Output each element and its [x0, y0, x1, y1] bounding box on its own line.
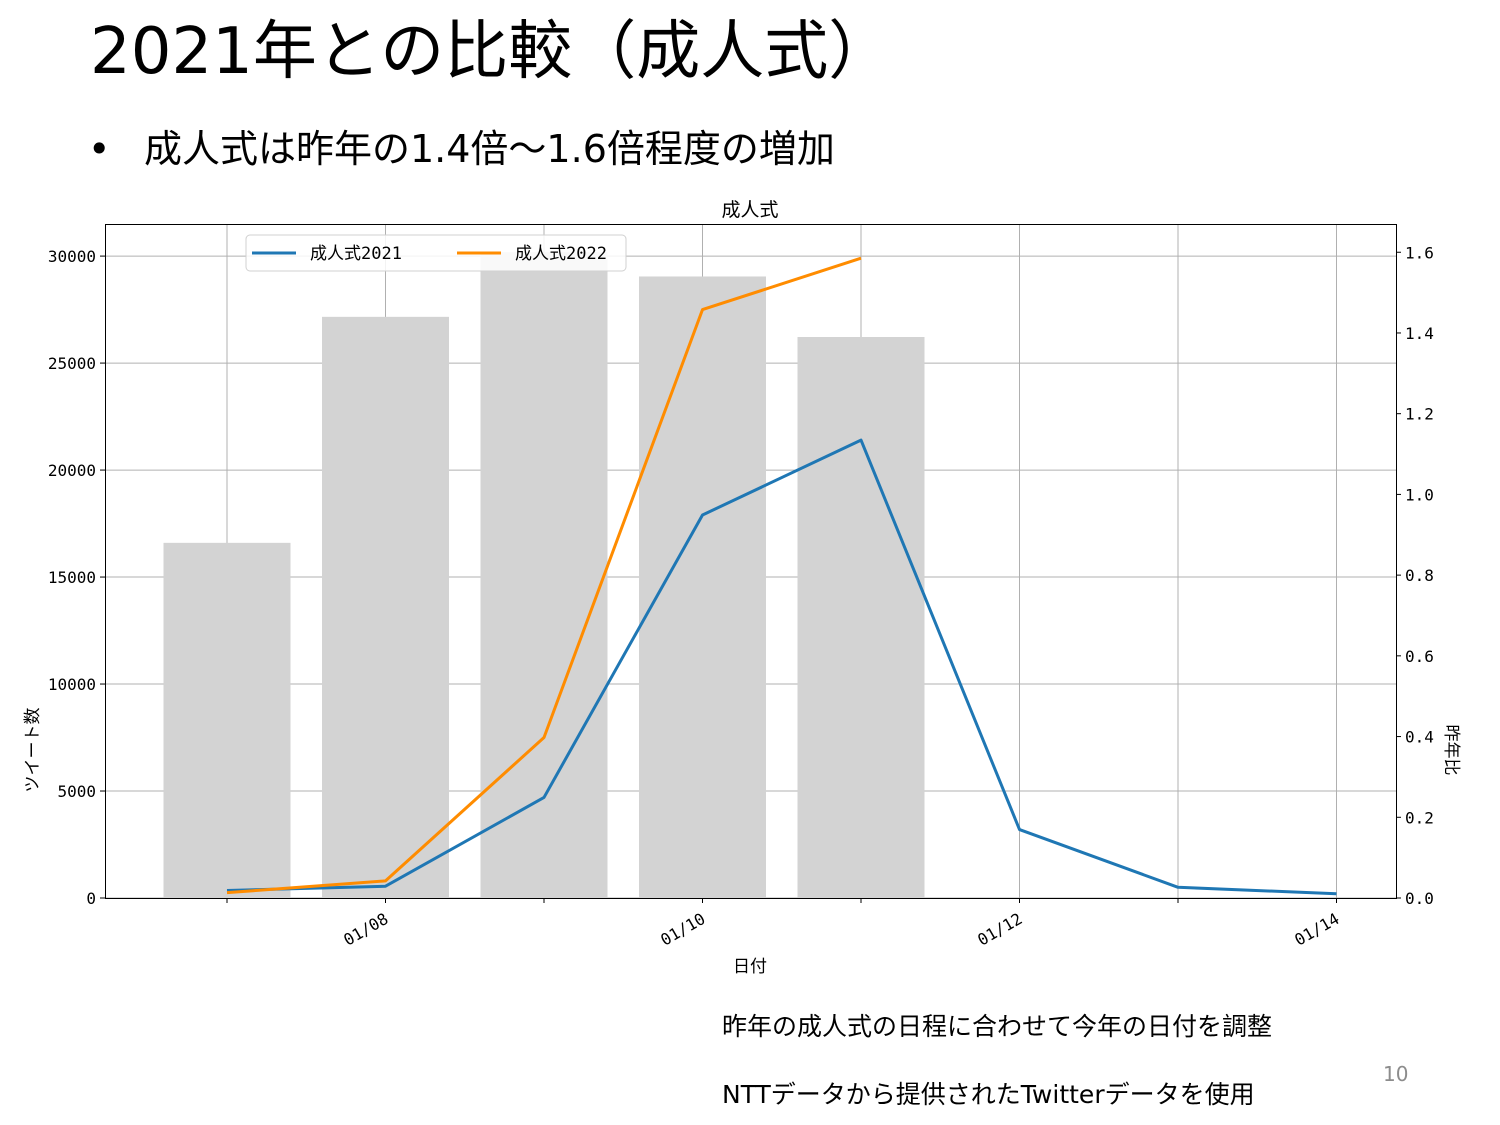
ratio-bar — [480, 252, 608, 899]
legend-box — [245, 234, 627, 272]
y-tick-label: 15000 — [48, 568, 96, 587]
y-tick-label: 0 — [86, 889, 96, 908]
y2-tick-label: 0.6 — [1405, 647, 1434, 666]
y2-tick-label: 0.8 — [1405, 566, 1434, 585]
chart-title: 成人式 — [721, 199, 778, 221]
y2-tick-label: 0.0 — [1405, 889, 1434, 908]
y2-tick-label: 1.4 — [1405, 324, 1434, 343]
x-tick-label: 01/12 — [974, 909, 1025, 950]
series-line — [226, 256, 862, 895]
y2-tick-label: 1.2 — [1405, 405, 1434, 424]
ratio-bar — [639, 276, 766, 899]
x-tick-label: 01/08 — [340, 909, 391, 950]
slide-title: 2021年との比較（成人式） — [90, 15, 893, 89]
bullet-text: 成人式は昨年の1.4倍～1.6倍程度の増加 — [144, 127, 835, 171]
legend-label: 成人式2022 — [515, 244, 607, 264]
y-tick-label: 10000 — [48, 675, 96, 694]
chart: 成人式 0 5000 10000 15000 20000 25000 30000 0.0 0.2… — [23, 199, 1461, 977]
series-line — [226, 438, 1337, 896]
ratio-bar — [322, 316, 449, 898]
y2-tick-label: 1.6 — [1405, 243, 1434, 262]
bullet-point: • 成人式は昨年の1.4倍～1.6倍程度の増加 — [88, 124, 835, 174]
y2-tick-label: 0.2 — [1405, 808, 1434, 827]
y2-tick-label: 0.4 — [1405, 728, 1434, 747]
y2-axis-label: 昨年比 — [1441, 725, 1461, 776]
y2-tick-label: 1.0 — [1405, 485, 1434, 504]
y-axis-label: ツイート数 — [23, 708, 43, 793]
x-axis-label: 日付 — [733, 957, 767, 977]
y-tick-label: 25000 — [48, 354, 96, 373]
x-tick-label: 01/10 — [657, 909, 708, 950]
bullet-icon: • — [88, 127, 111, 171]
ratio-bar — [797, 337, 925, 898]
legend-label: 成人式2021 — [310, 244, 402, 264]
page-number: 10 — [1383, 1062, 1409, 1086]
legend: 成人式2021 成人式2022 — [245, 234, 627, 272]
ratio-bar — [163, 542, 291, 898]
plot-frame — [105, 224, 1397, 899]
x-tick-label: 01/14 — [1291, 909, 1342, 950]
y-tick-label: 20000 — [48, 461, 96, 480]
note-data-source: NTTデータから提供されたTwitterデータを使用 — [722, 1080, 1255, 1109]
note-date-adjustment: 昨年の成人式の日程に合わせて今年の日付を調整 — [722, 1012, 1273, 1041]
y-tick-label: 30000 — [48, 247, 96, 266]
y-tick-label: 5000 — [57, 782, 96, 801]
